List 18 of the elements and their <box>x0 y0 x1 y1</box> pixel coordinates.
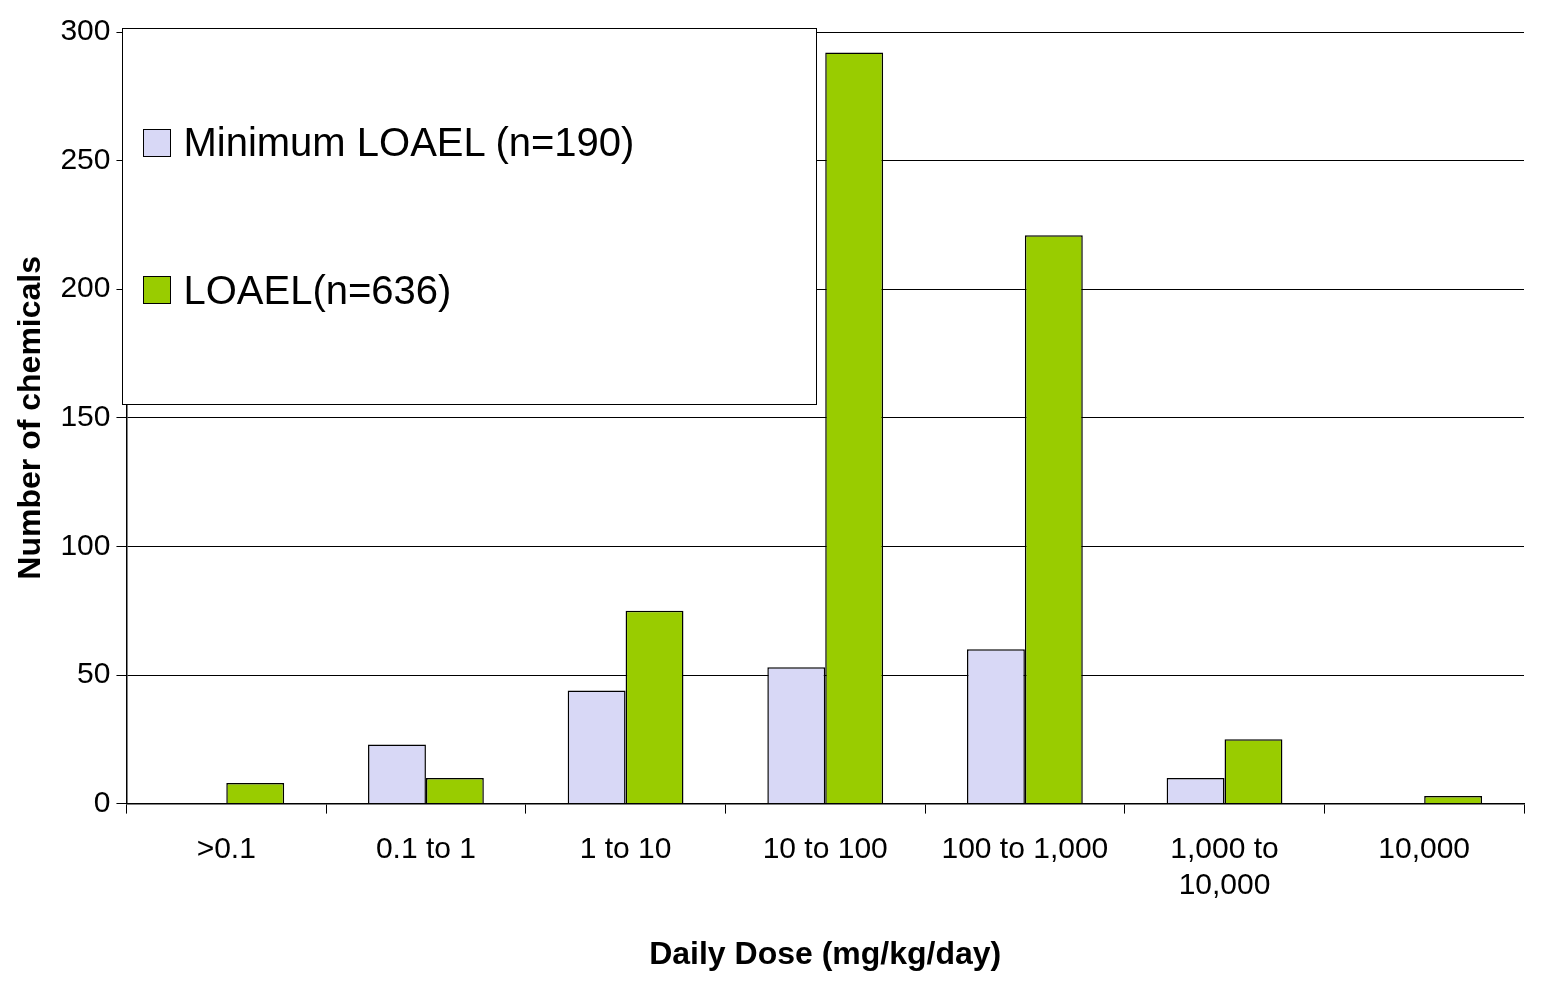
x-tick-label: 1 to 10 <box>579 830 672 864</box>
legend-label: LOAEL(n=636) <box>183 267 452 313</box>
y-tick-label: 250 <box>60 141 111 175</box>
x-tick-label: 10 to 100 <box>762 830 888 864</box>
y-tick-label: 100 <box>60 527 111 561</box>
legend-label: Minimum LOAEL (n=190) <box>183 120 635 166</box>
y-axis-title: Number of chemicals <box>11 255 48 580</box>
y-tick-label: 0 <box>93 784 111 818</box>
x-tick-label: 100 to 1,000 <box>941 830 1109 864</box>
y-tick-label: 150 <box>60 399 111 433</box>
x-tick-label: 10,000 <box>1378 830 1471 864</box>
y-tick-label: 300 <box>60 13 111 47</box>
x-axis-title: Daily Dose (mg/kg/day) <box>649 934 1002 971</box>
x-tick-label: 0.1 to 1 <box>375 830 476 864</box>
y-tick-label: 50 <box>77 656 111 690</box>
x-tick-label: >0.1 <box>196 830 256 864</box>
x-tick-label: 1,000 to 10,000 <box>1170 830 1279 900</box>
y-tick-label: 200 <box>60 270 111 304</box>
